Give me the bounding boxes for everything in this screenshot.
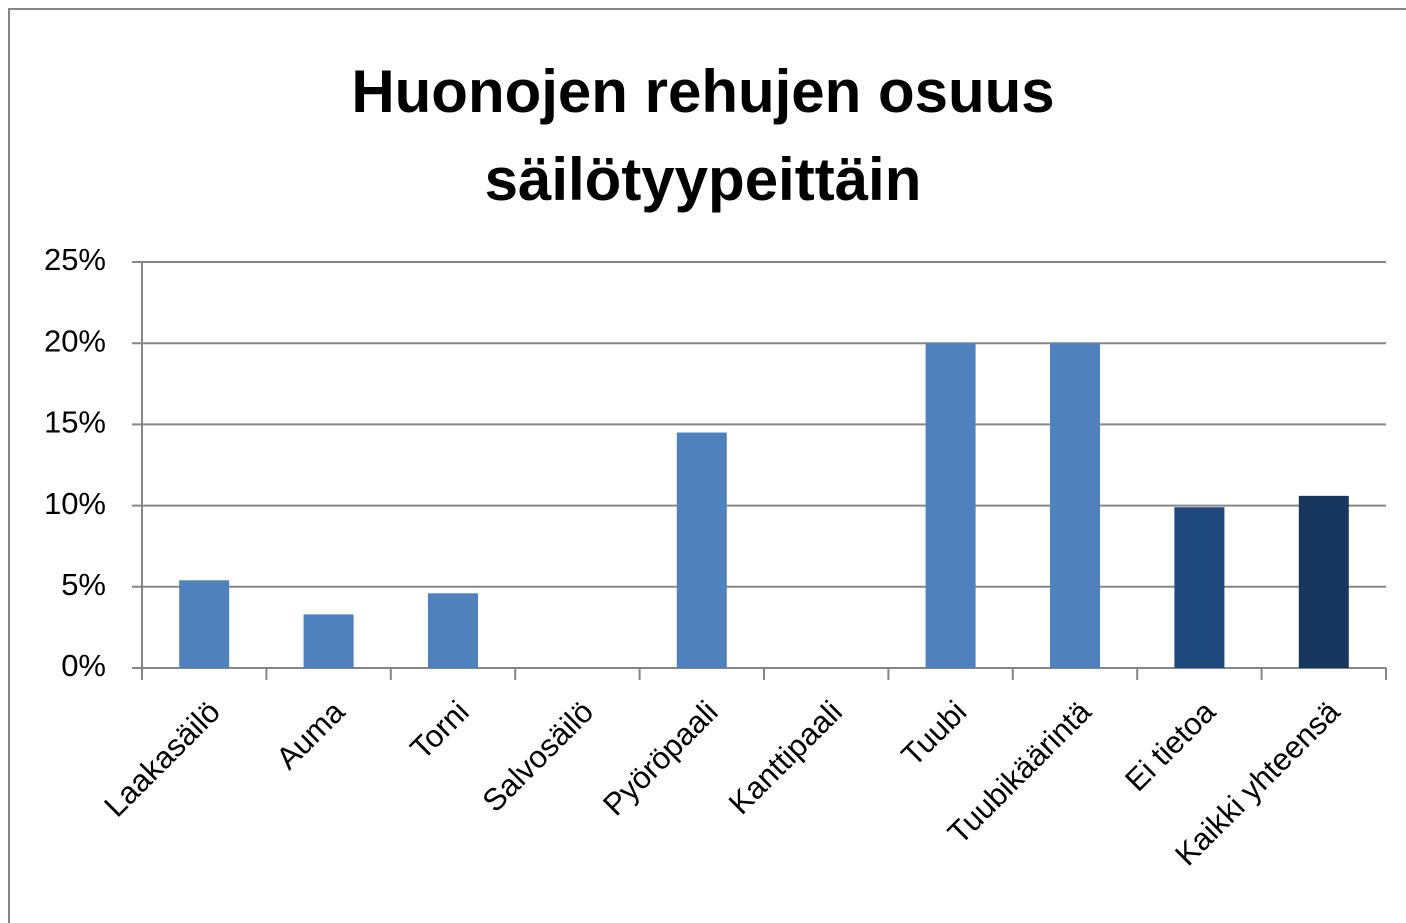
bar bbox=[1050, 343, 1100, 668]
x-tick-label: Torni bbox=[403, 694, 475, 766]
x-tick-label: Salvosäilö bbox=[475, 694, 600, 819]
bar bbox=[428, 593, 478, 668]
x-tick-label: Laakasäilö bbox=[97, 694, 227, 824]
chart-title: Huonojen rehujen osuus säilötyypeittäin bbox=[351, 58, 1055, 213]
bar bbox=[179, 580, 230, 668]
y-tick-label: 10% bbox=[44, 486, 106, 521]
x-tick-label: Kanttipaali bbox=[722, 694, 849, 821]
y-tick-label: 5% bbox=[61, 567, 106, 602]
x-tick-label: Ei tietoa bbox=[1118, 693, 1222, 797]
bar bbox=[676, 432, 727, 668]
bar bbox=[925, 343, 976, 668]
x-tick-label: Auma bbox=[269, 693, 352, 776]
y-tick-label: 0% bbox=[61, 648, 106, 683]
x-tick-label: Pyöröpaali bbox=[596, 694, 724, 822]
bar bbox=[1298, 495, 1349, 668]
x-tick-label: Tuubi bbox=[895, 694, 974, 773]
chart-frame bbox=[8, 8, 1406, 923]
bar bbox=[303, 614, 354, 668]
y-tick-label: 25% bbox=[44, 242, 106, 277]
y-tick-label: 15% bbox=[44, 405, 106, 440]
bar bbox=[1174, 507, 1225, 668]
y-tick-label: 20% bbox=[44, 323, 106, 358]
